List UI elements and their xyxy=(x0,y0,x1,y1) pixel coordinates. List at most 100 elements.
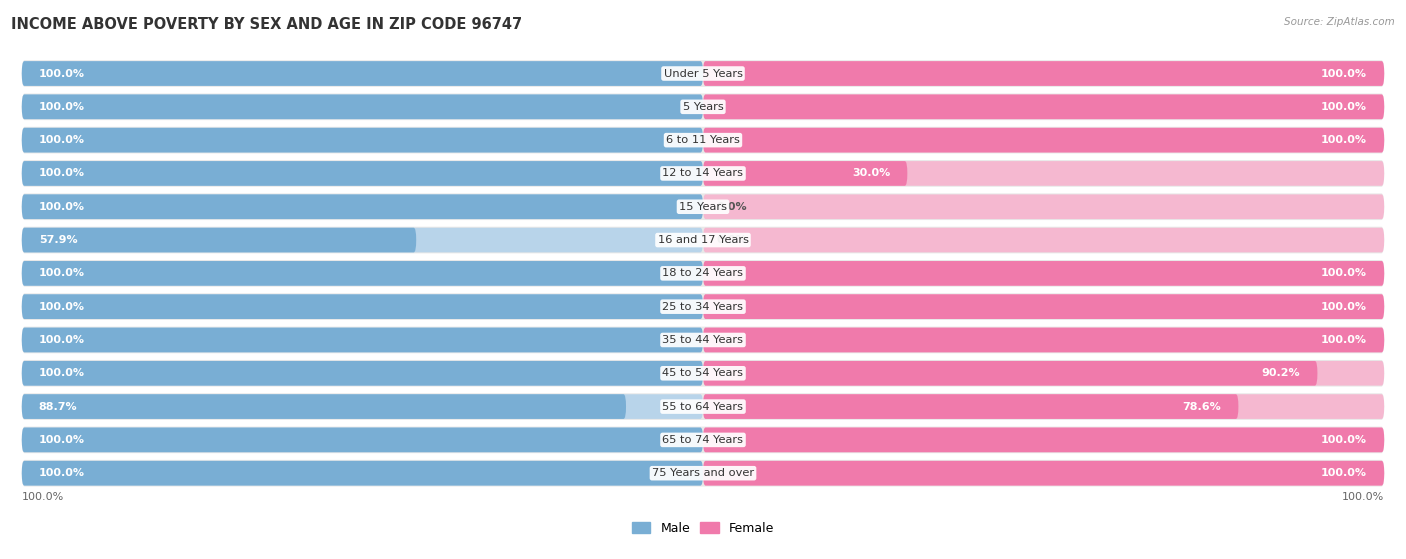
Text: 100.0%: 100.0% xyxy=(39,302,84,312)
FancyBboxPatch shape xyxy=(22,61,703,86)
Text: 100.0%: 100.0% xyxy=(39,135,84,145)
Text: 100.0%: 100.0% xyxy=(1322,268,1367,278)
FancyBboxPatch shape xyxy=(703,461,1384,486)
FancyBboxPatch shape xyxy=(703,295,1384,319)
Text: 100.0%: 100.0% xyxy=(1322,102,1367,112)
FancyBboxPatch shape xyxy=(22,461,703,486)
FancyBboxPatch shape xyxy=(22,260,1384,287)
Text: 100.0%: 100.0% xyxy=(1322,135,1367,145)
Text: 0.0%: 0.0% xyxy=(717,235,747,245)
FancyBboxPatch shape xyxy=(703,295,1384,319)
FancyBboxPatch shape xyxy=(703,328,1384,352)
Text: 6 to 11 Years: 6 to 11 Years xyxy=(666,135,740,145)
FancyBboxPatch shape xyxy=(22,161,703,186)
Text: 55 to 64 Years: 55 to 64 Years xyxy=(662,401,744,411)
Text: 65 to 74 Years: 65 to 74 Years xyxy=(662,435,744,445)
FancyBboxPatch shape xyxy=(22,361,703,386)
Text: 100.0%: 100.0% xyxy=(1322,302,1367,312)
FancyBboxPatch shape xyxy=(22,360,1384,387)
FancyBboxPatch shape xyxy=(703,128,1384,153)
Text: 15 Years: 15 Years xyxy=(679,202,727,212)
Text: 100.0%: 100.0% xyxy=(1322,69,1367,78)
Text: 100.0%: 100.0% xyxy=(1322,468,1367,478)
FancyBboxPatch shape xyxy=(22,427,1384,453)
Text: 78.6%: 78.6% xyxy=(1182,401,1222,411)
FancyBboxPatch shape xyxy=(22,195,703,219)
FancyBboxPatch shape xyxy=(703,261,1384,286)
FancyBboxPatch shape xyxy=(22,94,703,119)
Text: Under 5 Years: Under 5 Years xyxy=(664,69,742,78)
Text: 57.9%: 57.9% xyxy=(39,235,77,245)
FancyBboxPatch shape xyxy=(703,428,1384,452)
Text: 16 and 17 Years: 16 and 17 Years xyxy=(658,235,748,245)
FancyBboxPatch shape xyxy=(22,295,703,319)
Text: 5 Years: 5 Years xyxy=(683,102,723,112)
FancyBboxPatch shape xyxy=(703,361,1384,386)
Text: 100.0%: 100.0% xyxy=(39,268,84,278)
FancyBboxPatch shape xyxy=(703,428,1384,452)
FancyBboxPatch shape xyxy=(703,128,1384,153)
Text: INCOME ABOVE POVERTY BY SEX AND AGE IN ZIP CODE 96747: INCOME ABOVE POVERTY BY SEX AND AGE IN Z… xyxy=(11,17,523,32)
Text: Source: ZipAtlas.com: Source: ZipAtlas.com xyxy=(1284,17,1395,27)
FancyBboxPatch shape xyxy=(22,460,1384,486)
FancyBboxPatch shape xyxy=(703,161,907,186)
FancyBboxPatch shape xyxy=(22,394,1384,420)
FancyBboxPatch shape xyxy=(22,60,1384,87)
FancyBboxPatch shape xyxy=(22,227,1384,253)
Text: 100.0%: 100.0% xyxy=(1322,335,1367,345)
FancyBboxPatch shape xyxy=(22,228,703,252)
FancyBboxPatch shape xyxy=(703,61,1384,86)
FancyBboxPatch shape xyxy=(703,161,1384,186)
FancyBboxPatch shape xyxy=(22,61,703,86)
FancyBboxPatch shape xyxy=(22,361,703,386)
FancyBboxPatch shape xyxy=(22,261,703,286)
FancyBboxPatch shape xyxy=(703,61,1384,86)
Legend: Male, Female: Male, Female xyxy=(631,522,775,534)
FancyBboxPatch shape xyxy=(22,261,703,286)
FancyBboxPatch shape xyxy=(703,94,1384,119)
FancyBboxPatch shape xyxy=(703,328,1384,352)
Text: 0.0%: 0.0% xyxy=(717,202,747,212)
FancyBboxPatch shape xyxy=(22,193,1384,220)
Text: 100.0%: 100.0% xyxy=(39,168,84,178)
Text: 35 to 44 Years: 35 to 44 Years xyxy=(662,335,744,345)
FancyBboxPatch shape xyxy=(22,93,1384,120)
FancyBboxPatch shape xyxy=(22,328,703,352)
FancyBboxPatch shape xyxy=(703,394,1384,419)
Text: 18 to 24 Years: 18 to 24 Years xyxy=(662,268,744,278)
Text: 100.0%: 100.0% xyxy=(1322,435,1367,445)
FancyBboxPatch shape xyxy=(22,160,1384,187)
Text: 30.0%: 30.0% xyxy=(852,168,890,178)
FancyBboxPatch shape xyxy=(22,461,703,486)
FancyBboxPatch shape xyxy=(22,228,416,252)
FancyBboxPatch shape xyxy=(22,394,626,419)
FancyBboxPatch shape xyxy=(22,428,703,452)
FancyBboxPatch shape xyxy=(22,195,703,219)
FancyBboxPatch shape xyxy=(22,128,703,153)
Text: 25 to 34 Years: 25 to 34 Years xyxy=(662,302,744,312)
FancyBboxPatch shape xyxy=(22,293,1384,320)
FancyBboxPatch shape xyxy=(22,326,1384,353)
Text: 100.0%: 100.0% xyxy=(39,435,84,445)
FancyBboxPatch shape xyxy=(22,295,703,319)
FancyBboxPatch shape xyxy=(703,394,1239,419)
Text: 100.0%: 100.0% xyxy=(39,202,84,212)
FancyBboxPatch shape xyxy=(703,94,1384,119)
FancyBboxPatch shape xyxy=(703,195,1384,219)
FancyBboxPatch shape xyxy=(22,161,703,186)
Text: 100.0%: 100.0% xyxy=(39,368,84,378)
Text: 100.0%: 100.0% xyxy=(39,102,84,112)
FancyBboxPatch shape xyxy=(703,461,1384,486)
FancyBboxPatch shape xyxy=(703,228,1384,252)
Text: 12 to 14 Years: 12 to 14 Years xyxy=(662,168,744,178)
FancyBboxPatch shape xyxy=(22,94,703,119)
Text: 100.0%: 100.0% xyxy=(1341,492,1384,502)
Text: 90.2%: 90.2% xyxy=(1261,368,1301,378)
FancyBboxPatch shape xyxy=(22,128,703,153)
Text: 100.0%: 100.0% xyxy=(22,492,65,502)
FancyBboxPatch shape xyxy=(22,328,703,352)
Text: 88.7%: 88.7% xyxy=(39,401,77,411)
FancyBboxPatch shape xyxy=(22,394,703,419)
FancyBboxPatch shape xyxy=(22,428,703,452)
FancyBboxPatch shape xyxy=(703,261,1384,286)
